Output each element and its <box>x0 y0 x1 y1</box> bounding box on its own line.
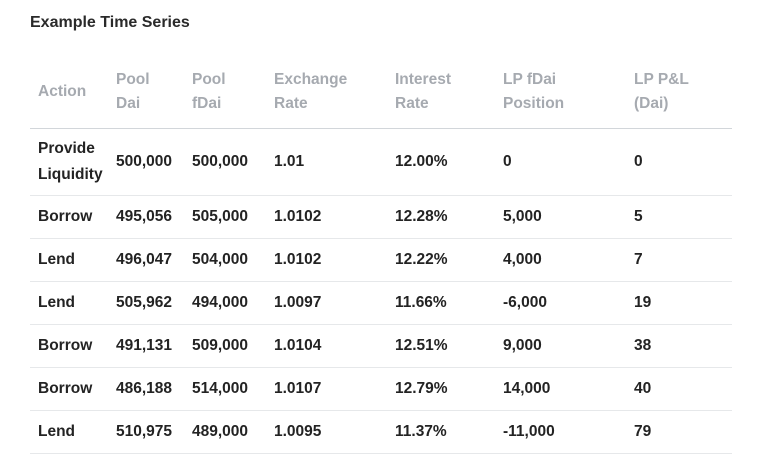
page-title: Example Time Series <box>30 14 190 31</box>
table-row: Lend 496,047 504,000 1.0102 12.22% 4,000 7 <box>30 238 732 282</box>
cell-interest-rate: 12.51% <box>387 324 495 368</box>
cell-exchange-rate: 1.0097 <box>266 281 387 325</box>
cell-line: Rate <box>395 95 429 112</box>
cell-lp-fdai-position: -11,000 <box>495 410 626 454</box>
cell-lp-pnl: 19 <box>626 281 732 325</box>
cell-lp-pnl: 40 <box>626 367 732 411</box>
cell-exchange-rate: 1.0104 <box>266 324 387 368</box>
cell-exchange-rate: 1.0102 <box>266 195 387 239</box>
cell-pool-fdai: 504,000 <box>184 238 266 282</box>
cell-lp-pnl: 38 <box>626 324 732 368</box>
cell-lp-fdai-position: 9,000 <box>495 324 626 368</box>
cell-line: Pool <box>192 71 226 88</box>
cell-pool-fdai: 514,000 <box>184 367 266 411</box>
cell-pool-fdai: 509,000 <box>184 324 266 368</box>
column-header-pool-dai: Pool Dai <box>108 62 184 129</box>
cell-lp-fdai-position: 4,000 <box>495 238 626 282</box>
cell-line: Rate <box>274 95 308 112</box>
column-header-pool-fdai: Pool fDai <box>184 62 266 129</box>
cell-lp-pnl: 0 <box>626 128 732 196</box>
cell-line: LP fDai <box>503 71 557 88</box>
table-header-row: Action Pool Dai Pool fDai Exchange Rate Intere… <box>30 62 732 129</box>
time-series-table: Action Pool Dai Pool fDai Exchange Rate Intere… <box>30 62 732 454</box>
cell-line: fDai <box>192 95 222 112</box>
cell-interest-rate: 12.79% <box>387 367 495 411</box>
cell-line: Provide <box>38 140 95 157</box>
cell-pool-fdai: 489,000 <box>184 410 266 454</box>
cell-action: Borrow <box>30 195 108 239</box>
table-row: Provide Liquidity 500,000 500,000 1.01 12.00%… <box>30 128 732 196</box>
cell-pool-fdai: 505,000 <box>184 195 266 239</box>
column-header-lp-fdai-position: LP fDai Position <box>495 62 626 129</box>
table-row: Lend 505,962 494,000 1.0097 11.66% -6,000 19 <box>30 281 732 325</box>
column-header-interest-rate: Interest Rate <box>387 62 495 129</box>
cell-action: Borrow <box>30 324 108 368</box>
table-row: Borrow 491,131 509,000 1.0104 12.51% 9,000 38 <box>30 324 732 368</box>
cell-action: Lend <box>30 281 108 325</box>
cell-interest-rate: 12.22% <box>387 238 495 282</box>
cell-interest-rate: 12.28% <box>387 195 495 239</box>
cell-action: Provide Liquidity <box>30 128 108 196</box>
cell-line: Position <box>503 95 565 112</box>
table-row: Borrow 486,188 514,000 1.0107 12.79% 14,000 40 <box>30 367 732 411</box>
cell-action: Borrow <box>30 367 108 411</box>
cell-lp-pnl: 5 <box>626 195 732 239</box>
cell-exchange-rate: 1.0102 <box>266 238 387 282</box>
cell-line: Interest <box>395 71 451 88</box>
cell-lp-fdai-position: 5,000 <box>495 195 626 239</box>
column-header-lp-pnl: LP P&L (Dai) <box>626 62 732 129</box>
cell-line: (Dai) <box>634 95 669 112</box>
column-header-action: Action <box>30 62 108 129</box>
cell-pool-dai: 495,056 <box>108 195 184 239</box>
cell-line: LP P&L <box>634 71 689 88</box>
table-row: Lend 510,975 489,000 1.0095 11.37% -11,000 79 <box>30 410 732 454</box>
cell-lp-fdai-position: 0 <box>495 128 626 196</box>
cell-exchange-rate: 1.0095 <box>266 410 387 454</box>
cell-interest-rate: 11.66% <box>387 281 495 325</box>
cell-line: Liquidity <box>38 166 103 183</box>
cell-interest-rate: 11.37% <box>387 410 495 454</box>
cell-pool-dai: 510,975 <box>108 410 184 454</box>
cell-lp-pnl: 7 <box>626 238 732 282</box>
cell-lp-pnl: 79 <box>626 410 732 454</box>
cell-pool-dai: 505,962 <box>108 281 184 325</box>
cell-line: Exchange <box>274 71 348 88</box>
cell-exchange-rate: 1.01 <box>266 128 387 196</box>
cell-interest-rate: 12.00% <box>387 128 495 196</box>
cell-action: Lend <box>30 410 108 454</box>
cell-exchange-rate: 1.0107 <box>266 367 387 411</box>
cell-pool-dai: 491,131 <box>108 324 184 368</box>
cell-pool-dai: 486,188 <box>108 367 184 411</box>
cell-lp-fdai-position: -6,000 <box>495 281 626 325</box>
cell-action: Lend <box>30 238 108 282</box>
cell-lp-fdai-position: 14,000 <box>495 367 626 411</box>
table-row: Borrow 495,056 505,000 1.0102 12.28% 5,000 5 <box>30 195 732 239</box>
cell-pool-fdai: 500,000 <box>184 128 266 196</box>
column-header-exchange-rate: Exchange Rate <box>266 62 387 129</box>
cell-pool-fdai: 494,000 <box>184 281 266 325</box>
cell-pool-dai: 496,047 <box>108 238 184 282</box>
cell-pool-dai: 500,000 <box>108 128 184 196</box>
